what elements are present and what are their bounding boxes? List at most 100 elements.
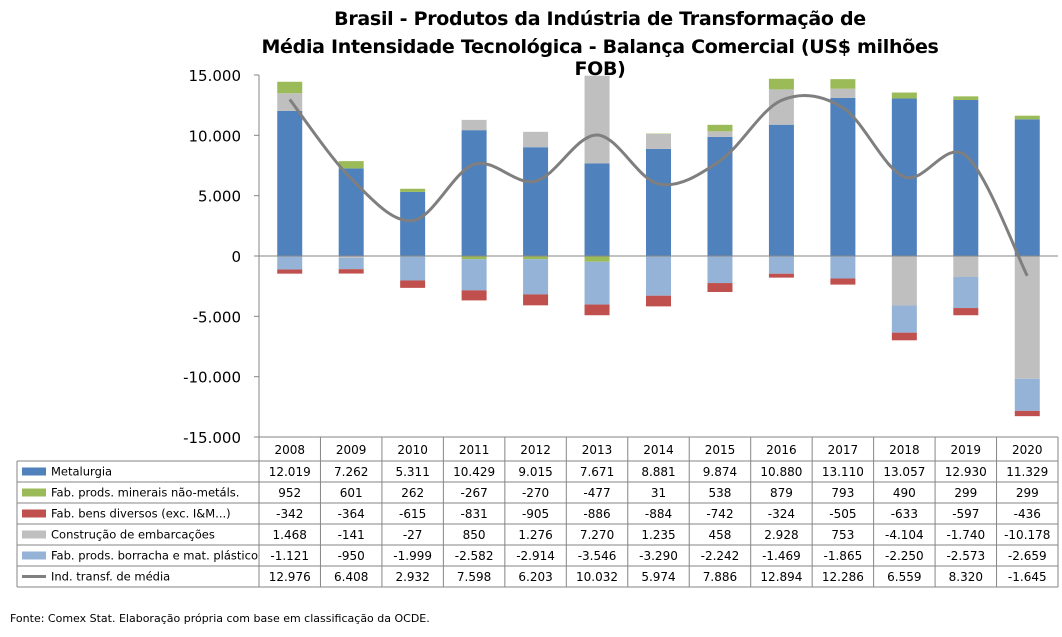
table-value: -267 (460, 486, 487, 500)
table-value: 13.110 (822, 465, 864, 479)
legend-series-name: Fab. bens diversos (exc. I&M...) (51, 507, 231, 521)
bar-segment (277, 110, 303, 256)
table-value: -10.178 (1004, 528, 1050, 542)
bar-segment (523, 294, 549, 306)
x-category-label: 2015 (705, 443, 736, 457)
x-category-label: 2010 (397, 443, 428, 457)
table-value: 601 (340, 486, 363, 500)
table-value: 7.598 (457, 570, 491, 584)
table-value: -2.242 (701, 549, 740, 563)
bar-segment (584, 75, 610, 164)
legend-series-name: Fab. prods. minerais não-metáls. (51, 486, 239, 500)
bar-segment (707, 283, 733, 293)
y-tick-label: -15.000 (183, 429, 241, 447)
table-value: 262 (401, 486, 424, 500)
x-category-label: 2017 (828, 443, 859, 457)
bar-segment (707, 256, 733, 284)
table-value: 952 (278, 486, 301, 500)
bar-segment (338, 256, 364, 258)
bar-segment (523, 259, 549, 295)
bar-segment (707, 131, 733, 137)
bar-segment (584, 261, 610, 305)
table-value: 793 (831, 486, 854, 500)
table-value: -1.740 (946, 528, 985, 542)
bar-segment (953, 96, 979, 100)
y-tick-label: -10.000 (183, 369, 241, 387)
table-value: 5.974 (641, 570, 675, 584)
bar-segment (646, 133, 671, 149)
table-value: 8.881 (641, 465, 675, 479)
table-value: -2.573 (946, 549, 985, 563)
table-value: 5.311 (395, 465, 429, 479)
table-value: -831 (460, 507, 487, 521)
bar-segment (461, 259, 487, 291)
table-value: -2.582 (455, 549, 494, 563)
bar-segment (400, 280, 426, 288)
y-tick-label: 0 (231, 248, 241, 266)
table-value: -2.659 (1008, 549, 1047, 563)
table-value: 458 (709, 528, 732, 542)
bar-segment (461, 256, 487, 260)
bar-segment (830, 88, 856, 98)
bar-segment (461, 290, 487, 301)
bar-segment (891, 305, 917, 333)
table-value: 6.408 (334, 570, 368, 584)
table-value: 490 (893, 486, 916, 500)
table-value: -1.469 (762, 549, 801, 563)
legend-series-name: Metalurgia (51, 465, 112, 479)
y-tick-label: 15.000 (189, 67, 242, 85)
bar-segment (1014, 119, 1040, 257)
bar-segment (1014, 256, 1040, 379)
bar-segment (953, 308, 979, 316)
table-value: 12.019 (269, 465, 311, 479)
table-value: 9.015 (518, 465, 552, 479)
table-value: -27 (403, 528, 423, 542)
bar-segment (768, 78, 794, 90)
legend-swatch (22, 467, 46, 476)
bar-segment (768, 256, 794, 274)
table-value: 7.671 (580, 465, 614, 479)
chart-title-line2: Média Intensidade Tecnológica - Balança … (261, 36, 939, 80)
bar-segment (523, 147, 549, 256)
bar-segment (768, 273, 794, 278)
table-value: 12.976 (269, 570, 311, 584)
bar-segment (584, 163, 610, 256)
table-value: -886 (583, 507, 610, 521)
bar-segment (830, 97, 856, 256)
table-value: 7.262 (334, 465, 368, 479)
table-value: -950 (338, 549, 365, 563)
table-value: -597 (952, 507, 979, 521)
bar-segment (646, 148, 671, 256)
bar-segment (277, 256, 303, 270)
legend-series-name: Ind. transf. de média (51, 570, 170, 584)
table-value: 12.930 (945, 465, 987, 479)
table-value: -3.546 (578, 549, 617, 563)
table-value: -505 (829, 507, 856, 521)
table-value: 879 (770, 486, 793, 500)
bar-segment (461, 130, 487, 256)
bar-segment (953, 99, 979, 256)
legend-swatch (22, 530, 46, 539)
bar-segment (523, 256, 549, 260)
table-value: -364 (338, 507, 365, 521)
bar-segment (953, 276, 979, 309)
x-category-label: 2020 (1012, 443, 1043, 457)
bar-segment (400, 191, 426, 256)
x-category-label: 2009 (336, 443, 367, 457)
bar-segment (891, 92, 917, 99)
legend-swatch (22, 509, 46, 518)
chart-title-line1: Brasil - Produtos da Indústria de Transf… (334, 8, 866, 30)
table-value: 1.235 (641, 528, 675, 542)
bar-segment (891, 332, 917, 341)
bar-segment (707, 124, 733, 132)
table-value: 6.559 (887, 570, 921, 584)
bar-segment (646, 256, 671, 296)
table-value: 753 (831, 528, 854, 542)
table-value: 12.894 (760, 570, 802, 584)
table-value: -742 (706, 507, 733, 521)
table-value: -905 (522, 507, 549, 521)
bar-segment (953, 256, 979, 277)
x-category-label: 2012 (520, 443, 551, 457)
